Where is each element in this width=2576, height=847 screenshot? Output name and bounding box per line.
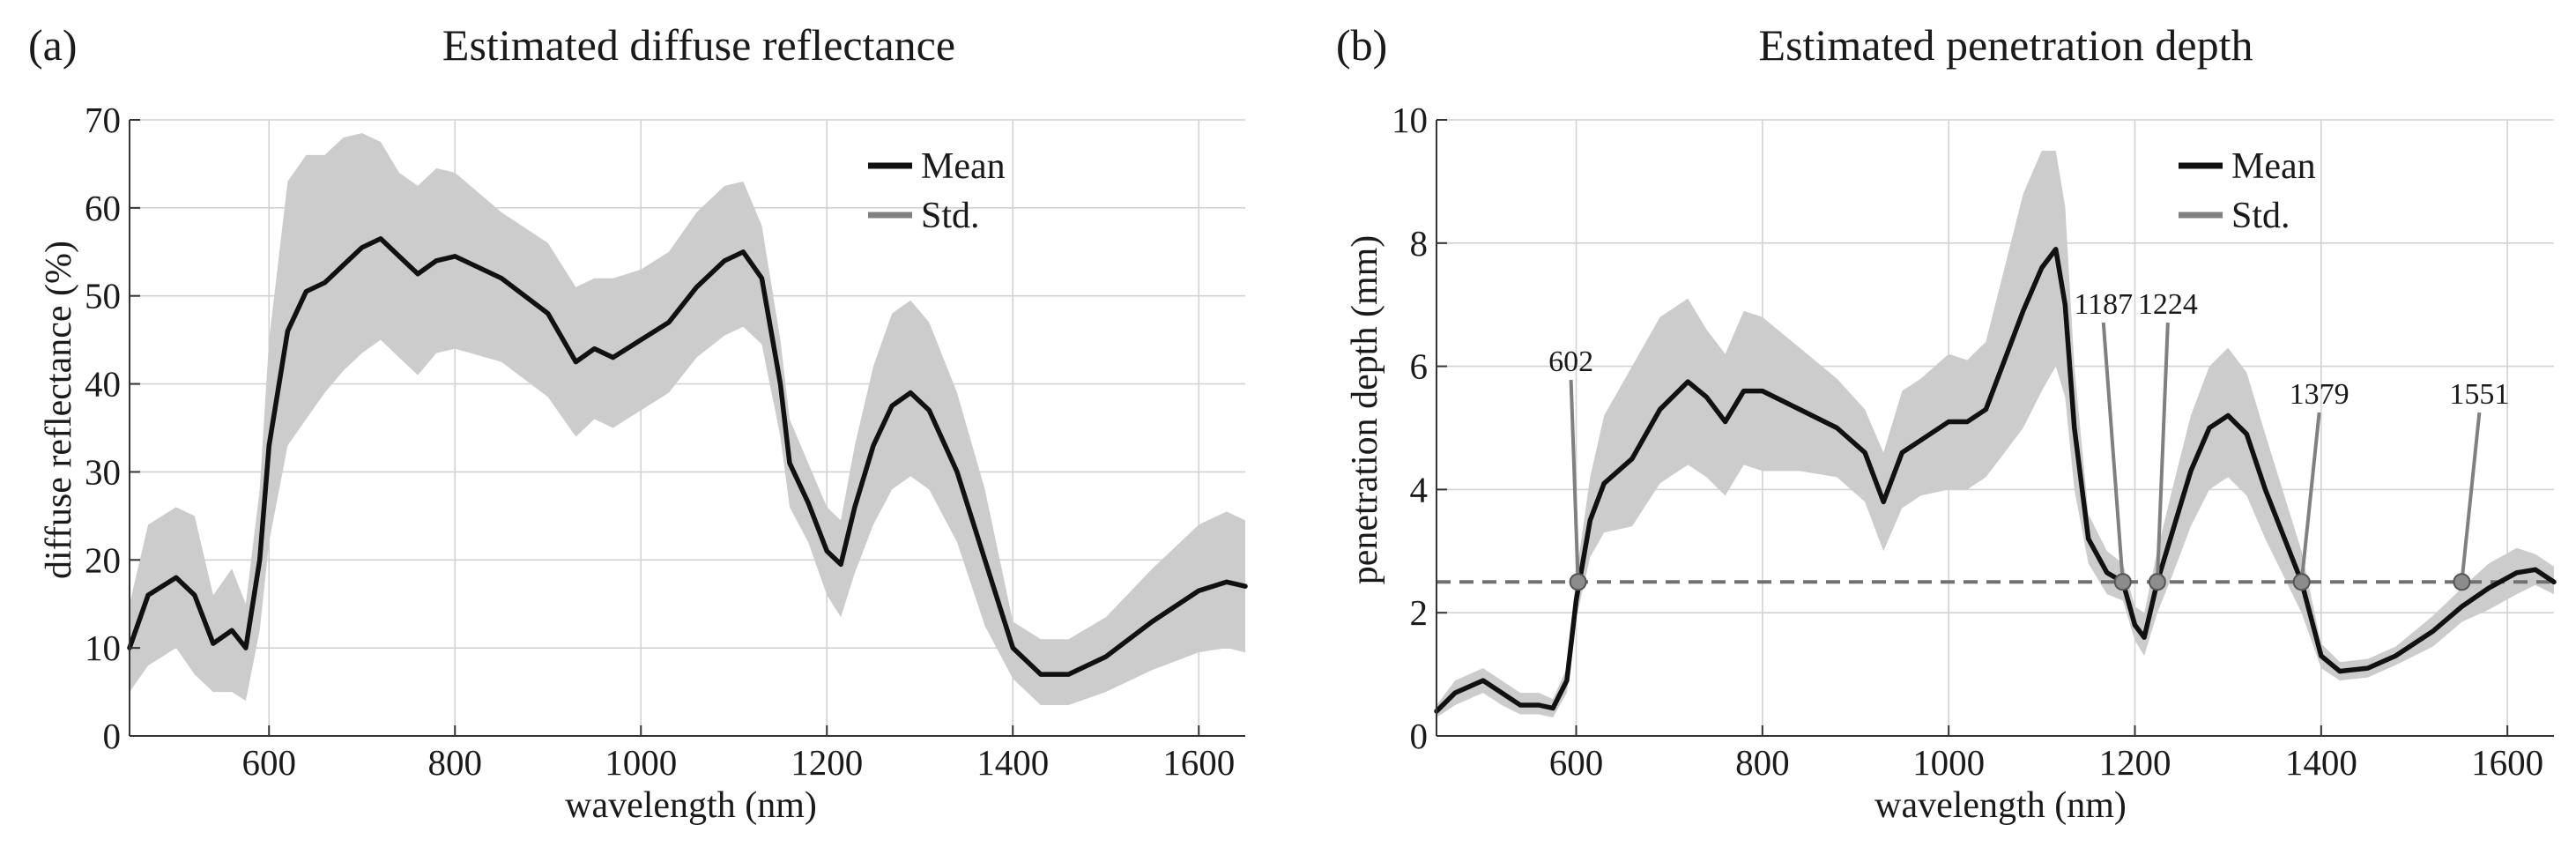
x-tick-label: 1400 <box>2285 742 2357 783</box>
y-tick-label: 2 <box>1410 592 1429 633</box>
axes <box>1436 120 2554 737</box>
crossing-annotations: 602 1187 1224 1379 1551 <box>1548 288 2509 591</box>
axes <box>129 120 1245 737</box>
std-band-area <box>1436 151 2554 717</box>
reflectance-panel: (a) Estimated diffuse reflectance diffus… <box>28 20 1248 826</box>
crossing-label: 1224 <box>2138 288 2198 321</box>
y-tick-label: 8 <box>1410 223 1429 264</box>
y-tick-label: 0 <box>103 716 122 756</box>
crossing-marker <box>2113 573 2132 591</box>
crossing-marker <box>2292 573 2311 591</box>
x-tick-label: 1600 <box>2471 742 2543 783</box>
chart-title: Estimated penetration depth <box>1759 20 2253 70</box>
crossing-label: 1551 <box>2449 378 2509 411</box>
crossing-marker <box>1569 573 1587 591</box>
y-tick-label: 6 <box>1410 346 1429 387</box>
legend-std-label: Std. <box>921 196 980 236</box>
crossing-leader-line <box>2155 322 2170 583</box>
chart-title: Estimated diffuse reflectance <box>442 20 955 70</box>
y-axis-label: diffuse reflectance (%) <box>39 241 79 579</box>
crossing-label: 1379 <box>2290 378 2350 411</box>
panel-label: (b) <box>1336 20 1387 70</box>
x-tick-label: 1000 <box>605 742 677 783</box>
mean-line-path <box>127 236 1248 677</box>
crossing-label: 602 <box>1548 345 1593 378</box>
x-tick-label: 600 <box>242 742 297 783</box>
legend-mean-label: Mean <box>921 146 1006 187</box>
y-ticks: 0 2 4 6 8 10 <box>1392 100 1447 756</box>
y-ticks: 0 10 20 30 40 50 60 70 <box>85 100 140 756</box>
mean-line-path <box>1434 247 2557 714</box>
x-tick-label: 1000 <box>1912 742 1985 783</box>
y-tick-label: 40 <box>85 364 121 405</box>
x-ticks: 600 800 1000 1200 1400 1600 <box>1549 725 2543 783</box>
std-band <box>130 133 1245 705</box>
crossing-leader-line <box>2460 412 2482 583</box>
x-tick-label: 600 <box>1549 742 1604 783</box>
x-axis-label: wavelength (nm) <box>565 785 817 826</box>
x-tick-label: 800 <box>428 742 483 783</box>
y-tick-label: 50 <box>85 276 121 316</box>
y-tick-label: 70 <box>85 100 121 140</box>
legend-std-label: Std. <box>2231 196 2290 236</box>
y-tick-label: 20 <box>85 539 121 580</box>
y-tick-label: 30 <box>85 451 121 492</box>
x-axis-label: wavelength (nm) <box>1874 785 2127 826</box>
y-tick-label: 0 <box>1410 716 1429 756</box>
crossing-marker <box>2148 573 2166 591</box>
y-tick-label: 10 <box>1392 100 1428 140</box>
crossing-label: 1187 <box>2074 288 2133 321</box>
legend-mean-label: Mean <box>2231 146 2316 187</box>
std-band <box>1436 151 2554 717</box>
std-band-area <box>130 133 1245 705</box>
mean-line <box>127 236 1248 677</box>
mean-line <box>1434 247 2557 714</box>
y-tick-label: 4 <box>1410 469 1429 509</box>
legend: Mean Std. <box>868 146 1006 236</box>
y-tick-label: 60 <box>85 188 121 228</box>
crossing-leader-line <box>1569 379 1580 583</box>
x-ticks: 600 800 1000 1200 1400 1600 <box>242 725 1235 783</box>
crossing-leader-line <box>2299 412 2321 583</box>
x-tick-label: 1200 <box>791 742 863 783</box>
x-tick-label: 1200 <box>2099 742 2171 783</box>
legend: Mean Std. <box>2179 146 2316 236</box>
x-tick-label: 1600 <box>1162 742 1235 783</box>
y-axis-label: penetration depth (mm) <box>1345 235 1385 585</box>
x-tick-label: 800 <box>1735 742 1790 783</box>
panel-label: (a) <box>28 20 78 70</box>
penetration-panel: (b) Estimated penetration depth penetrat… <box>1336 20 2557 826</box>
y-tick-label: 10 <box>85 628 121 668</box>
crossing-leader-line <box>2101 322 2125 583</box>
crossing-marker <box>2453 573 2471 591</box>
x-tick-label: 1400 <box>976 742 1049 783</box>
